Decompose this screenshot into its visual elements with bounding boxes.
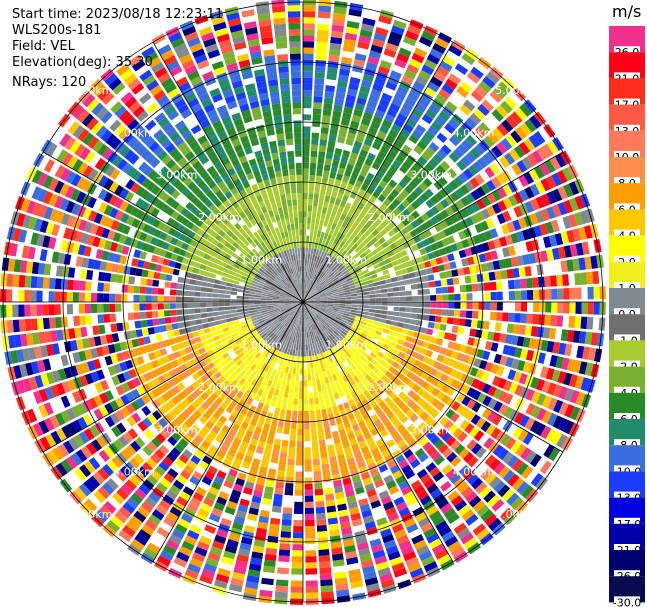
azimuth-spoke bbox=[42, 301, 304, 453]
azimuth-spoke bbox=[42, 151, 304, 303]
scan-info: Start time: 2023/08/18 12:23:11 WLS200s-… bbox=[12, 7, 223, 91]
ring-label: 4.00km bbox=[453, 126, 495, 139]
ring-label: 1.00km bbox=[241, 254, 283, 267]
elevation-label: Elevation(deg): 35.30 bbox=[12, 55, 153, 70]
ring-label: 3.00km bbox=[410, 423, 452, 436]
ring-label: 1.00km bbox=[325, 338, 367, 351]
ring-label: 5.00km bbox=[71, 508, 113, 521]
field-label: Field: VEL bbox=[12, 39, 75, 54]
ring-label: 2.00km bbox=[198, 211, 240, 224]
azimuth-spoke bbox=[302, 301, 564, 453]
ring-label: 1.00km bbox=[325, 254, 367, 267]
azimuth-spoke bbox=[302, 151, 564, 303]
ring-label: 3.00km bbox=[156, 423, 198, 436]
instrument-label: WLS200s-181 bbox=[12, 23, 102, 38]
ring-label: 5.00km bbox=[495, 508, 537, 521]
radar-gates bbox=[0, 0, 606, 605]
ring-label: 2.00km bbox=[368, 211, 410, 224]
azimuth-spoke bbox=[302, 41, 454, 303]
ring-label: 4.00km bbox=[113, 126, 155, 139]
ring-label: 2.00km bbox=[368, 381, 410, 394]
start-time-label: Start time: 2023/08/18 12:23:11 bbox=[12, 7, 224, 22]
ring-label: 2.00km bbox=[198, 381, 240, 394]
ring-label: 5.00km bbox=[495, 84, 537, 97]
azimuth-spoke bbox=[152, 301, 304, 563]
ring-label: 1.00km bbox=[241, 338, 283, 351]
ring-label: 4.00km bbox=[113, 466, 155, 479]
ring-label: 4.00km bbox=[453, 466, 495, 479]
azimuth-spoke bbox=[302, 301, 454, 563]
ring-label: 3.00km bbox=[156, 169, 198, 182]
azimuth-spoke bbox=[152, 41, 304, 303]
nrays-label: NRays: 120 bbox=[12, 75, 87, 90]
ring-label: 5.00km bbox=[71, 84, 113, 97]
ring-label: 3.00km bbox=[410, 169, 452, 182]
